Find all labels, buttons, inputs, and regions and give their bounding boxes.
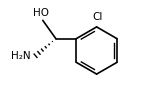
Text: H₂N: H₂N bbox=[11, 51, 30, 61]
Text: HO: HO bbox=[33, 8, 49, 18]
Text: Cl: Cl bbox=[93, 12, 103, 22]
